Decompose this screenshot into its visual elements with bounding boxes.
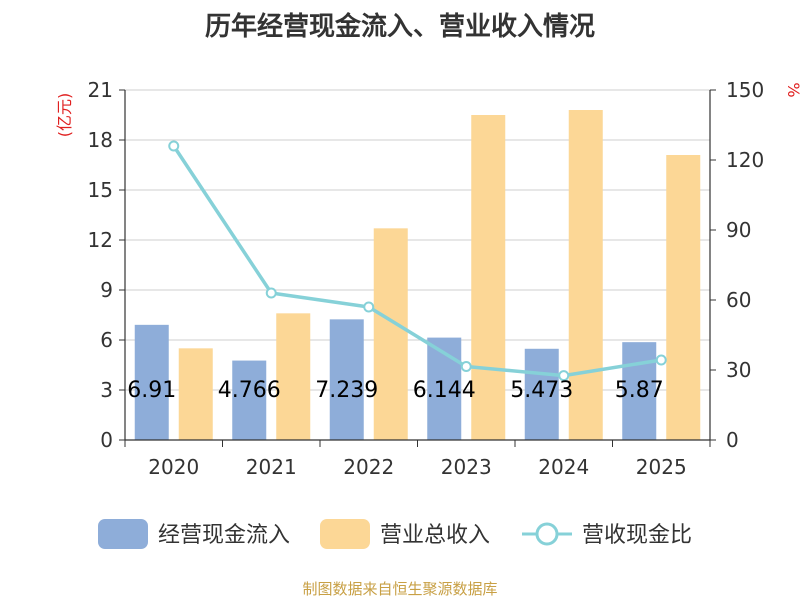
ratio-point [265, 287, 277, 299]
legend-label-ratio: 营收现金比 [582, 523, 692, 548]
data-label: 5.87 [615, 378, 664, 403]
ratio-point [655, 354, 667, 366]
y-right-tick-label: 0 [726, 428, 739, 452]
y-left-tick-label: 21 [88, 78, 113, 102]
ratio-point [168, 140, 180, 152]
legend-swatch-ratio-marker [535, 522, 559, 546]
data-label: 5.473 [510, 378, 573, 403]
bar-revenue [276, 313, 311, 440]
y-right-tick-label: 150 [726, 78, 764, 102]
legend-label-revenue: 营业总收入 [380, 523, 490, 548]
bar-cash-inflow [232, 360, 267, 440]
y-left-axis-label: (亿元) [55, 93, 74, 138]
data-label: 6.91 [127, 378, 176, 403]
data-label: 6.144 [413, 378, 476, 403]
data-labels: 6.91 4.766 7.239 6.144 5.473 5.87 [127, 378, 663, 403]
bar-cash-inflow [524, 348, 559, 440]
legend-swatch-revenue [320, 519, 370, 549]
source-footer: 制图数据来自恒生聚源数据库 [302, 580, 498, 598]
y-left-tick-label: 0 [100, 428, 113, 452]
x-tick-label: 2024 [538, 455, 589, 479]
bar-revenue [178, 348, 213, 440]
y-left-tick-label: 3 [100, 378, 113, 402]
x-tick-label: 2025 [636, 455, 687, 479]
x-tick-label: 2020 [148, 455, 199, 479]
ratio-line-path [172, 145, 662, 378]
bar-revenue [471, 115, 506, 440]
bar-revenue [568, 110, 603, 440]
ratio-line [168, 140, 667, 382]
y-right-tick-label: 120 [726, 148, 764, 172]
data-label: 4.766 [218, 378, 281, 403]
y-left-tick-label: 12 [88, 228, 113, 252]
ratio-point [363, 301, 375, 313]
y-right-tick-label: 60 [726, 288, 751, 312]
bar-cash-inflow [134, 324, 169, 440]
legend: 经营现金流入 营业总收入 营收现金比 [98, 519, 692, 549]
bar-cash-inflow [329, 319, 364, 440]
y-left-tick-label: 18 [88, 128, 113, 152]
x-tick-label: 2022 [343, 455, 394, 479]
y-right-tick-label: 90 [726, 218, 751, 242]
legend-swatch-cash-inflow [98, 519, 148, 549]
y-left-tick-label: 15 [88, 178, 113, 202]
bar-cash-inflow [622, 342, 657, 440]
bar-revenue [373, 228, 408, 440]
bar-revenue [666, 155, 701, 440]
y-left-tick-label: 6 [100, 328, 113, 352]
y-left-tick-label: 9 [100, 278, 113, 302]
y-right-axis-label: % [784, 82, 800, 97]
ratio-point [460, 361, 472, 372]
axes: 0 3 6 9 12 15 18 21 0 30 60 90 120 150 (亿元)% 2020 2021 20… [55, 78, 800, 479]
y-right-tick-label: 30 [726, 358, 751, 382]
legend-label-cash-inflow: 经营现金流入 [158, 523, 290, 548]
chart-title: 历年经营现金流入、营业收入情况 [204, 12, 595, 42]
bars [134, 110, 701, 440]
x-tick-label: 2021 [246, 455, 297, 479]
ratio-point [558, 370, 570, 382]
x-tick-label: 2023 [441, 455, 492, 479]
data-label: 7.239 [315, 378, 378, 403]
